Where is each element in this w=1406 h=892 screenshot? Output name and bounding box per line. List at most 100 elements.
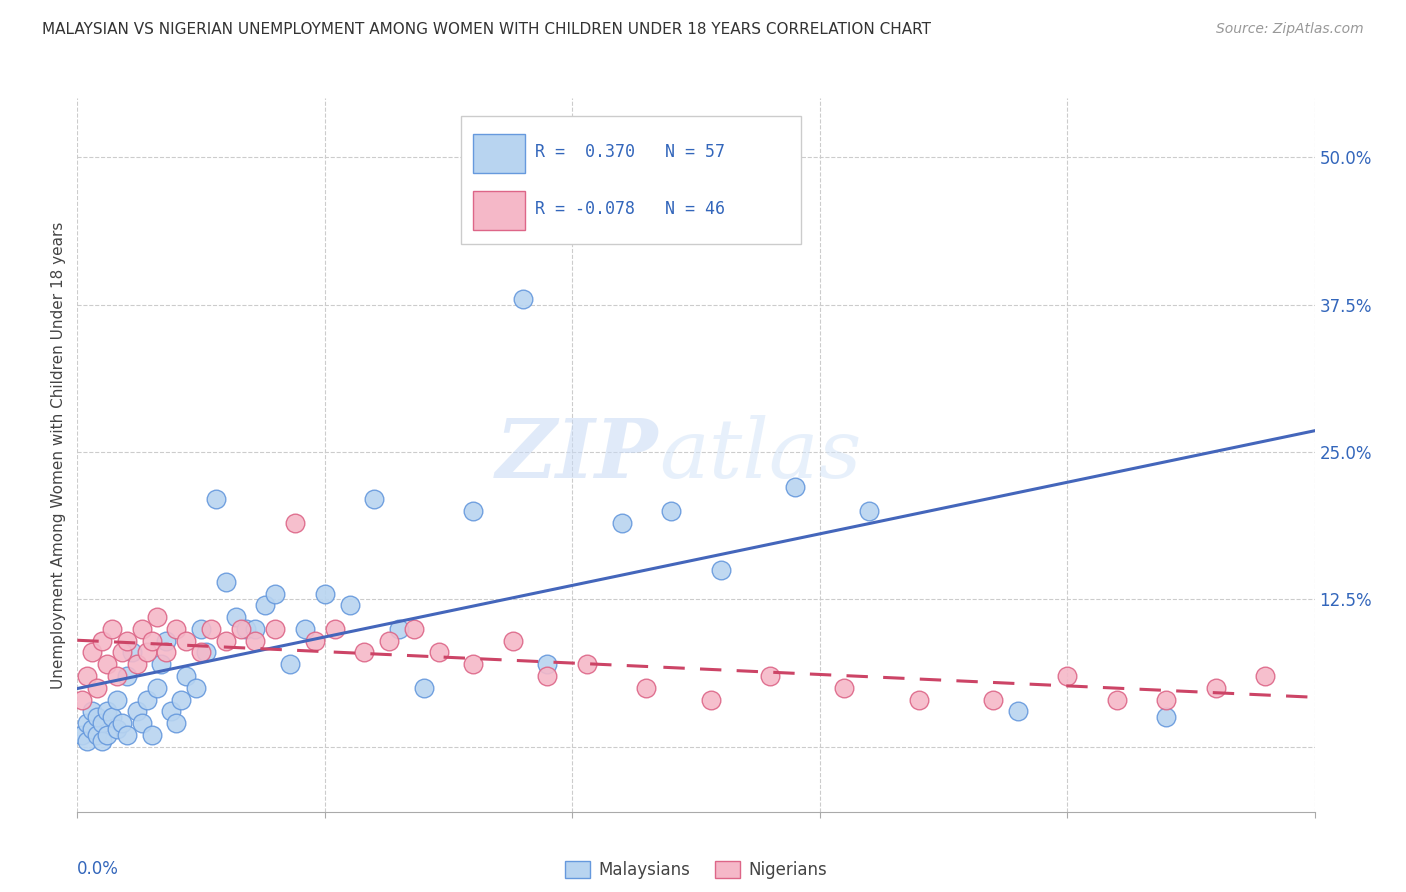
FancyBboxPatch shape [474,191,526,230]
Point [105,722,128,736]
Point [284,516,307,530]
Point [907,692,929,706]
Point [294,622,316,636]
Point [131,716,153,731]
Point [155,645,177,659]
Point [82,705,104,719]
Point [190,645,212,659]
Point [339,599,361,613]
Point [165,622,187,636]
Point [463,504,485,518]
Point [125,705,148,719]
Point [412,681,434,695]
FancyBboxPatch shape [461,116,801,244]
Point [225,610,247,624]
Point [101,622,124,636]
Point [858,504,880,518]
Point [82,722,104,736]
Y-axis label: Unemployment Among Women with Children Under 18 years: Unemployment Among Women with Children U… [51,221,66,689]
Point [245,622,267,636]
Point [200,622,222,636]
Point [105,669,128,683]
Point [96,705,118,719]
Point [205,492,228,507]
Point [86,681,108,695]
Point [783,480,806,494]
Point [710,563,733,577]
Point [1007,705,1029,719]
Point [981,692,1004,706]
Point [174,633,197,648]
Point [1105,692,1128,706]
Point [115,633,138,648]
Point [1154,710,1177,724]
Point [76,716,98,731]
Point [96,657,118,672]
Point [145,681,167,695]
Point [1056,669,1078,683]
Point [76,734,98,748]
Point [502,633,524,648]
Point [150,657,173,672]
Point [111,716,134,731]
Point [190,622,212,636]
Point [115,728,138,742]
Point [229,622,252,636]
Point [254,599,277,613]
Point [174,669,197,683]
Legend: Malaysians, Nigerians: Malaysians, Nigerians [558,854,834,886]
Point [536,657,558,672]
Point [323,622,346,636]
Point [427,645,450,659]
Point [235,622,257,636]
Point [145,610,167,624]
Point [141,728,163,742]
Point [86,710,108,724]
Point [82,645,104,659]
Point [86,728,108,742]
Point [834,681,856,695]
Point [536,669,558,683]
Text: 0.0%: 0.0% [77,860,120,879]
Point [170,692,193,706]
Point [115,669,138,683]
Text: Source: ZipAtlas.com: Source: ZipAtlas.com [1216,22,1364,37]
Point [561,186,583,200]
Point [91,734,114,748]
Point [576,657,599,672]
Point [121,645,143,659]
Point [215,633,238,648]
Point [402,622,425,636]
Point [1154,692,1177,706]
Point [111,645,134,659]
Point [610,516,633,530]
Point [304,633,326,648]
Point [165,716,187,731]
Text: R =  0.370   N = 57: R = 0.370 N = 57 [536,143,725,161]
Text: ZIP: ZIP [496,415,659,495]
Text: R = -0.078   N = 46: R = -0.078 N = 46 [536,200,725,218]
Point [72,692,94,706]
Point [215,574,238,589]
Point [759,669,782,683]
Point [195,645,218,659]
Point [378,633,401,648]
Point [131,622,153,636]
Point [72,728,94,742]
Point [1205,681,1227,695]
Point [278,657,301,672]
Point [388,622,411,636]
Point [160,705,183,719]
Point [264,622,287,636]
Point [184,681,207,695]
Point [96,728,118,742]
Point [91,716,114,731]
Point [141,633,163,648]
Point [1254,669,1277,683]
Point [245,633,267,648]
Point [314,586,336,600]
Point [636,681,658,695]
Point [353,645,375,659]
Text: atlas: atlas [659,415,862,495]
FancyBboxPatch shape [474,134,526,173]
